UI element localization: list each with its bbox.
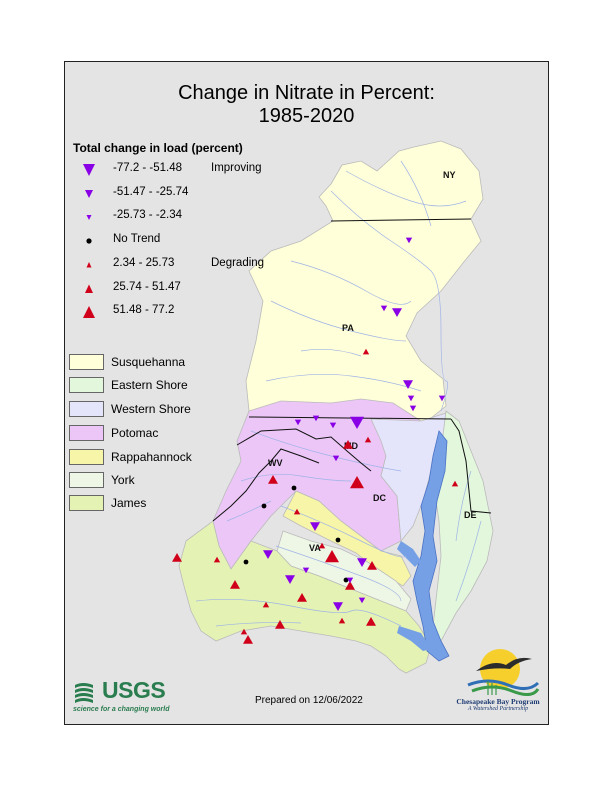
usgs-wordmark: USGS	[102, 677, 166, 703]
triangle-up-large-icon	[83, 306, 95, 318]
triangle-down-small-icon	[86, 215, 92, 220]
state-label-md: MD	[344, 441, 358, 451]
usgs-logo-icon	[75, 683, 93, 703]
basin-label: Eastern Shore	[111, 378, 188, 392]
basin-swatch	[69, 472, 104, 488]
basin-swatch	[69, 449, 104, 465]
legend-class-note: Improving	[211, 162, 262, 174]
basin-label: James	[111, 496, 147, 510]
state-label-dc: DC	[373, 493, 386, 503]
prepared-date: Prepared on 12/06/2022	[255, 695, 363, 706]
basin-swatch	[69, 377, 104, 393]
basin-swatch	[69, 401, 104, 417]
basin-label: Western Shore	[111, 402, 191, 416]
basin-label: York	[111, 473, 135, 487]
map-frame	[64, 61, 549, 725]
triangle-up-medium-icon	[85, 284, 93, 293]
legend-class-label: -25.73 - -2.34	[113, 209, 183, 221]
state-label-pa: PA	[342, 323, 354, 333]
potomac-estuary	[397, 541, 421, 567]
legend-class-label: 2.34 - 25.73	[113, 257, 175, 269]
chesapeake-bay	[412, 430, 450, 662]
map-title-line-2: 1985-2020	[258, 105, 355, 127]
cbp-tagline: A Watershed Partnership	[467, 706, 529, 712]
state-label-de: DE	[464, 510, 477, 520]
circle-icon	[86, 238, 92, 244]
basin-swatch	[69, 495, 104, 511]
legend-class-label: -51.47 - -25.74	[113, 186, 189, 198]
basin-rappahannock	[282, 490, 412, 587]
state-label-ny: NY	[443, 170, 456, 180]
legend-class-note: Degrading	[211, 257, 265, 269]
basin-label: Rappahannock	[111, 450, 192, 464]
legend-class-label: 25.74 - 51.47	[113, 281, 181, 293]
chesapeake-bay-program-logo-icon	[467, 649, 540, 696]
state-label-wv: WV	[268, 458, 283, 468]
triangle-up-small-icon	[86, 262, 92, 268]
legend-class-label: No Trend	[113, 233, 161, 245]
usgs-tagline: science for a changing world	[73, 706, 170, 713]
legend-class-label: -77.2 - -51.48	[113, 162, 183, 174]
legend-heading: Total change in load (percent)	[73, 141, 243, 155]
triangle-down-medium-icon	[85, 190, 93, 198]
state-boundaries	[212, 218, 492, 522]
stream-network	[195, 160, 482, 627]
james-estuary	[397, 626, 431, 651]
cbp-name: Chesapeake Bay Program	[456, 697, 540, 706]
basin-label: Susquehanna	[111, 355, 186, 369]
basin-swatch	[69, 425, 104, 441]
map-title-line-1: Change in Nitrate in Percent:	[178, 82, 435, 104]
basin-swatch	[69, 354, 104, 370]
basin-label: Potomac	[111, 426, 159, 440]
state-label-va: VA	[309, 543, 321, 553]
triangle-down-large-icon	[83, 164, 95, 176]
legend-class-label: 51.48 - 77.2	[113, 304, 175, 316]
basin-susquehanna	[245, 140, 484, 424]
